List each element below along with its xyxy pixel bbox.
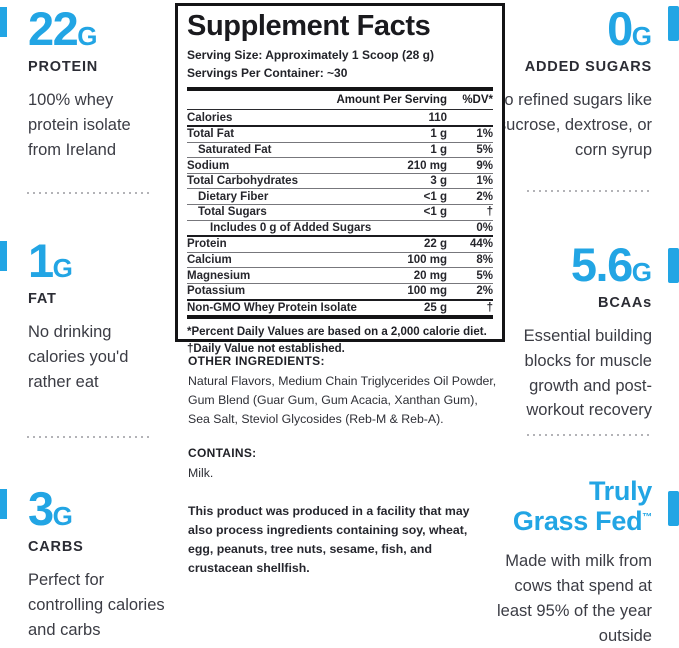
bcaa-grams: 5.6G — [570, 238, 652, 291]
grass-fed-title: Truly Grass Fed™ — [512, 476, 652, 536]
added-sugars-grams: 0G — [607, 2, 652, 55]
table-row: Sodium 210 mg 9% — [187, 157, 493, 173]
added-sugars-label: ADDED SUGARS — [524, 59, 652, 75]
bcaas-label: BCAAs — [598, 295, 652, 311]
gram-unit: G — [631, 257, 652, 287]
amount-column-header: Amount Per Serving — [336, 94, 447, 107]
table-row: Total Sugars <1 g † — [187, 204, 493, 220]
gram-unit: G — [52, 501, 73, 531]
table-row: Magnesium 20 mg 5% — [187, 267, 493, 283]
footnote-dv: *Percent Daily Values are based on a 2,0… — [187, 326, 487, 339]
table-row: Includes 0 g of Added Sugars 0% — [187, 219, 493, 236]
protein-grams: 22G — [28, 2, 98, 55]
grass-fed-description: Made with milk from cows that spend at l… — [496, 552, 652, 645]
table-row: Saturated Fat 1 g 5% — [187, 141, 493, 158]
supplement-facts-panel: Supplement Facts Serving Size: Approxima… — [175, 3, 505, 355]
table-row: Non-GMO Whey Protein Isolate 25 g † — [187, 298, 493, 316]
edge-accent-bar — [0, 7, 7, 37]
edge-accent-bar — [668, 248, 679, 283]
contains-text: Milk. — [188, 466, 214, 481]
edge-accent-bar — [0, 241, 7, 271]
stat-protein: 22G PROTEIN 100% whey protein isolate fr… — [28, 5, 156, 162]
table-row: Protein 22 g 44% — [187, 235, 493, 252]
carbs-label: CARBS — [28, 539, 84, 555]
table-row: Total Fat 1 g 1% — [187, 125, 493, 142]
added-sugars-description: No refined sugars like sucrose, dextrose… — [492, 91, 652, 159]
footnotes: *Percent Daily Values are based on a 2,0… — [187, 315, 493, 359]
table-row: Calcium 100 mg 8% — [187, 251, 493, 268]
bcaas-description: Essential building blocks for muscle gro… — [523, 327, 652, 420]
dotted-divider — [527, 434, 652, 436]
protein-label: PROTEIN — [28, 59, 99, 75]
stat-added-sugars: 0G ADDED SUGARS No refined sugars like s… — [492, 5, 652, 162]
dotted-divider — [527, 190, 652, 192]
trademark-symbol: ™ — [642, 511, 652, 523]
ingredients-section: OTHER INGREDIENTS: Natural Flavors, Medi… — [188, 354, 500, 578]
carbs-grams: 3G — [28, 482, 73, 535]
table-row: Calories 110 — [187, 109, 493, 125]
serving-size: Serving Size: Approximately 1 Scoop (28 … — [187, 48, 434, 63]
table-row: Total Carbohydrates 3 g 1% — [187, 172, 493, 189]
dotted-divider — [27, 436, 152, 438]
dotted-divider — [27, 192, 152, 194]
gram-unit: G — [631, 21, 652, 51]
stat-carbs: 3G CARBS Perfect for controlling calorie… — [28, 485, 178, 642]
edge-accent-bar — [0, 489, 7, 519]
protein-description: 100% whey protein isolate from Ireland — [28, 91, 131, 159]
stat-fat: 1G FAT No drinking calories you'd rather… — [28, 237, 156, 394]
other-ingredients-text: Natural Flavors, Medium Chain Triglyceri… — [188, 374, 497, 427]
table-header: Amount Per Serving %DV* — [187, 91, 493, 109]
table-row: Potassium 100 mg 2% — [187, 282, 493, 299]
dv-column-header: %DV* — [462, 94, 493, 107]
fat-label: FAT — [28, 291, 57, 307]
allergen-notice: This product was produced in a facility … — [188, 504, 470, 576]
stat-bcaas: 5.6G BCAAs Essential building blocks for… — [490, 241, 652, 423]
gram-unit: G — [77, 21, 98, 51]
divider-bar — [187, 87, 493, 92]
fat-grams: 1G — [28, 234, 73, 287]
edge-accent-bar — [668, 491, 679, 526]
carbs-description: Perfect for controlling calories and car… — [28, 571, 165, 639]
panel-title: Supplement Facts — [187, 10, 431, 42]
stat-grass-fed: Truly Grass Fed™ Made with milk from cow… — [480, 476, 652, 648]
edge-accent-bar — [668, 6, 679, 41]
footnote-dagger: †Daily Value not established. — [187, 343, 345, 356]
servings-per-container: Servings Per Container: ~30 — [187, 66, 348, 81]
other-ingredients-heading: OTHER INGREDIENTS: — [188, 354, 325, 368]
gram-unit: G — [52, 253, 73, 283]
fat-description: No drinking calories you'd rather eat — [28, 323, 129, 391]
contains-heading: CONTAINS: — [188, 446, 257, 461]
table-row: Dietary Fiber <1 g 2% — [187, 188, 493, 204]
